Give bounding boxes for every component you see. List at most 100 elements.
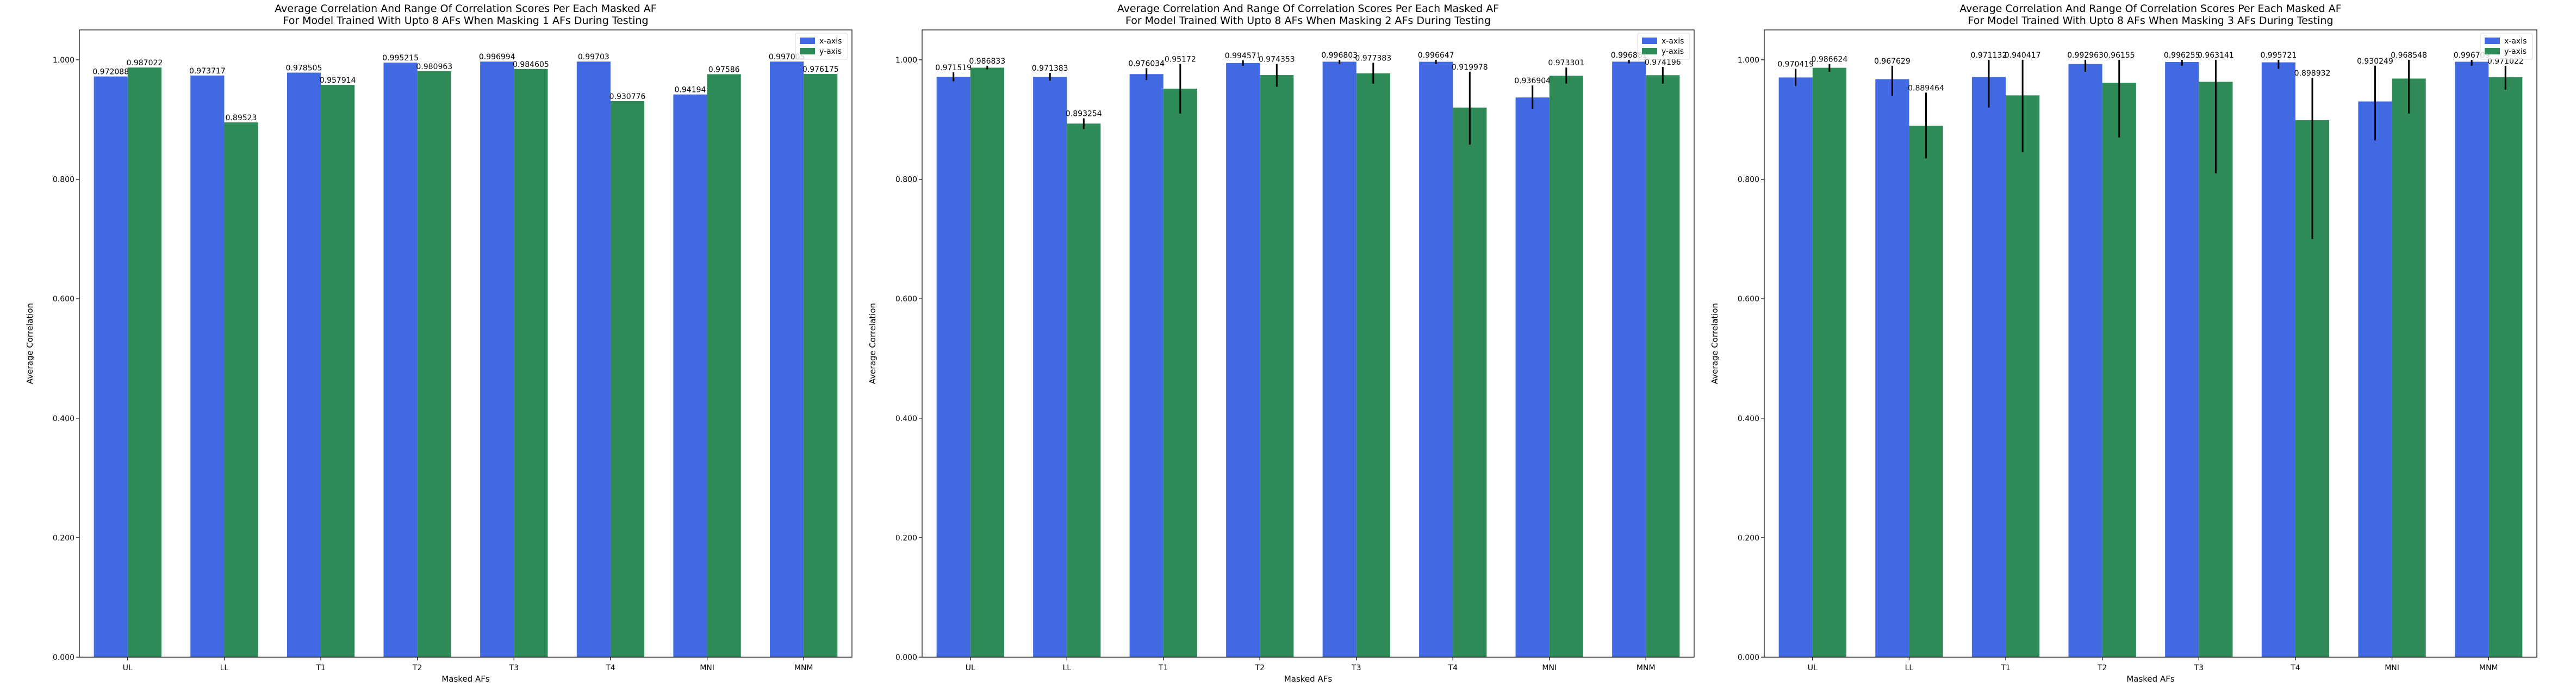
bar-y-axis-UL <box>127 67 161 657</box>
legend-swatch-x-axis <box>800 38 815 44</box>
bar-x-axis-T1 <box>1129 74 1163 658</box>
y-tick-label: 0.200 <box>895 534 917 542</box>
chart-subtitle: For Model Trained With Upto 8 AFs When M… <box>1968 15 2333 27</box>
y-tick-label: 0.600 <box>895 295 917 304</box>
x-tick-label: T3 <box>509 664 519 672</box>
bar-x-axis-T4 <box>576 61 611 657</box>
value-label: 0.992963 <box>2067 51 2104 60</box>
bar-x-axis-T1 <box>287 72 321 658</box>
value-label: 0.930249 <box>2357 57 2393 66</box>
y-tick-label: 0.000 <box>895 653 917 662</box>
x-tick-label: MNI <box>700 664 714 672</box>
value-label: 0.936904 <box>1514 77 1551 85</box>
bar-y-axis-MNI <box>707 74 741 657</box>
value-label: 0.89523 <box>226 114 257 122</box>
bar-x-axis-T4 <box>1419 61 1453 658</box>
y-tick-label: 0.400 <box>53 415 74 423</box>
y-tick-label: 1.000 <box>1738 56 1759 65</box>
value-label: 0.968548 <box>2391 51 2427 60</box>
value-label: 0.972088 <box>92 68 129 77</box>
legend-swatch-y-axis <box>1642 48 1657 54</box>
x-tick-label: MNM <box>1637 664 1656 672</box>
x-tick-label: MNI <box>2385 664 2399 672</box>
y-tick-label: 1.000 <box>895 56 917 65</box>
value-label: 0.980963 <box>416 63 452 71</box>
value-label: 0.94194 <box>675 86 706 95</box>
legend-label: y-axis <box>819 47 842 56</box>
x-tick-label: T1 <box>1158 664 1168 672</box>
value-label: 0.974196 <box>1645 58 1681 67</box>
value-label: 0.930776 <box>609 92 646 101</box>
bar-y-axis-T4 <box>610 101 645 657</box>
x-tick-label: T2 <box>2097 664 2107 672</box>
value-label: 0.996803 <box>1321 51 1358 60</box>
x-tick-label: T2 <box>412 664 422 672</box>
x-tick-label: MNM <box>794 664 813 672</box>
x-tick-label: LL <box>1062 664 1071 672</box>
chart-subtitle: For Model Trained With Upto 8 AFs When M… <box>1125 15 1491 27</box>
legend-label: x-axis <box>2504 37 2527 46</box>
legend-swatch-y-axis <box>2485 48 2500 54</box>
y-tick-label: 0.200 <box>1738 534 1759 542</box>
bar-x-axis-T3 <box>480 61 514 657</box>
bar-x-axis-T1 <box>1971 77 2006 657</box>
x-tick-label: MNI <box>1542 664 1557 672</box>
x-tick-label: T1 <box>2000 664 2010 672</box>
y-axis-label: Average Correlation <box>868 303 878 384</box>
bar-x-axis-LL <box>190 75 225 658</box>
value-label: 0.97586 <box>708 65 740 74</box>
bar-x-axis-MNM <box>770 61 804 657</box>
bar-y-axis-LL <box>1067 123 1101 657</box>
bar-y-axis-T2 <box>1260 75 1294 657</box>
chart-subtitle: For Model Trained With Upto 8 AFs When M… <box>283 15 648 27</box>
bar-y-axis-T1 <box>1163 88 1197 658</box>
bar-y-axis-T2 <box>417 71 451 657</box>
bar-y-axis-MNI <box>2392 78 2426 658</box>
bar-x-axis-MNM <box>2455 61 2489 658</box>
legend-swatch-x-axis <box>2485 38 2500 44</box>
value-label: 0.971383 <box>1032 64 1068 73</box>
y-tick-label: 0.000 <box>1738 653 1759 662</box>
bar-x-axis-T3 <box>2165 62 2199 658</box>
legend-swatch-x-axis <box>1642 38 1657 44</box>
value-label: 0.893254 <box>1066 110 1102 119</box>
x-axis-label: Masked AFs <box>2126 674 2175 684</box>
bar-y-axis-T3 <box>2199 82 2233 658</box>
value-label: 0.970419 <box>1777 60 1814 69</box>
value-label: 0.976175 <box>802 65 839 74</box>
bar-x-axis-LL <box>1033 77 1067 657</box>
chart-title: Average Correlation And Range Of Correla… <box>1117 3 1499 15</box>
x-tick-label: UL <box>966 664 975 672</box>
value-label: 0.96155 <box>2104 51 2135 60</box>
value-label: 0.977383 <box>1355 54 1391 63</box>
value-label: 0.963141 <box>2198 51 2234 60</box>
chart-panel-3: Average Correlation And Range Of Correla… <box>1710 3 2537 684</box>
bar-y-axis-LL <box>224 122 258 657</box>
value-label: 0.978505 <box>286 64 322 73</box>
legend-label: y-axis <box>2504 47 2527 56</box>
bar-x-axis-UL <box>94 76 128 657</box>
bar-x-axis-T2 <box>2068 64 2102 657</box>
x-tick-label: T1 <box>315 664 325 672</box>
x-axis-label: Masked AFs <box>441 674 490 684</box>
x-tick-label: LL <box>1905 664 1914 672</box>
y-tick-label: 0.600 <box>1738 295 1759 304</box>
value-label: 0.95172 <box>1165 55 1196 64</box>
x-tick-label: UL <box>1808 664 1818 672</box>
x-tick-label: LL <box>220 664 229 672</box>
value-label: 0.995215 <box>382 54 419 63</box>
y-axis-label: Average Correlation <box>1710 303 1720 384</box>
bar-y-axis-LL <box>1909 126 1943 657</box>
bar-y-axis-T4 <box>1453 107 1487 657</box>
bar-y-axis-T2 <box>2102 83 2136 658</box>
value-label: 0.986833 <box>969 57 1005 66</box>
x-tick-label: T4 <box>605 664 615 672</box>
value-label: 0.967629 <box>1874 57 1911 66</box>
chart-title: Average Correlation And Range Of Correla… <box>275 3 656 15</box>
plot-frame <box>922 29 1695 658</box>
bar-x-axis-LL <box>1875 79 1909 658</box>
value-label: 0.995721 <box>2260 51 2297 60</box>
value-label: 0.919978 <box>1452 63 1488 72</box>
